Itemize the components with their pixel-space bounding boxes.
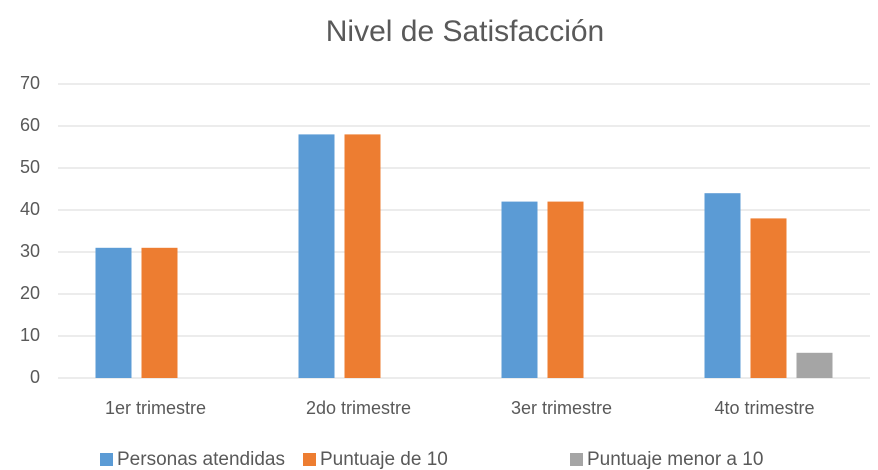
x-tick-label: 4to trimestre [714, 398, 814, 418]
legend-swatch [303, 453, 316, 466]
bar [95, 247, 132, 378]
bar [704, 193, 741, 378]
bar [501, 201, 538, 378]
y-tick-label: 30 [20, 241, 40, 261]
bar [547, 201, 584, 378]
x-tick-label: 2do trimestre [306, 398, 411, 418]
y-tick-label: 10 [20, 325, 40, 345]
y-tick-label: 50 [20, 157, 40, 177]
legend-label: Puntuaje menor a 10 [587, 449, 763, 470]
bar [796, 352, 833, 378]
legend-swatch [570, 453, 583, 466]
bar [750, 218, 787, 378]
y-tick-label: 60 [20, 115, 40, 135]
y-tick-label: 0 [30, 367, 40, 387]
chart-title: Nivel de Satisfacción [326, 15, 604, 48]
legend-label: Personas atendidas [117, 449, 285, 470]
y-tick-label: 20 [20, 283, 40, 303]
bar [141, 247, 178, 378]
y-tick-label: 40 [20, 199, 40, 219]
legend-label: Puntuaje de 10 [320, 449, 448, 470]
x-tick-label: 1er trimestre [105, 398, 206, 418]
bar [298, 134, 335, 378]
x-tick-label: 3er trimestre [511, 398, 612, 418]
legend-swatch [100, 453, 113, 466]
bar [344, 134, 381, 378]
y-tick-label: 70 [20, 73, 40, 93]
